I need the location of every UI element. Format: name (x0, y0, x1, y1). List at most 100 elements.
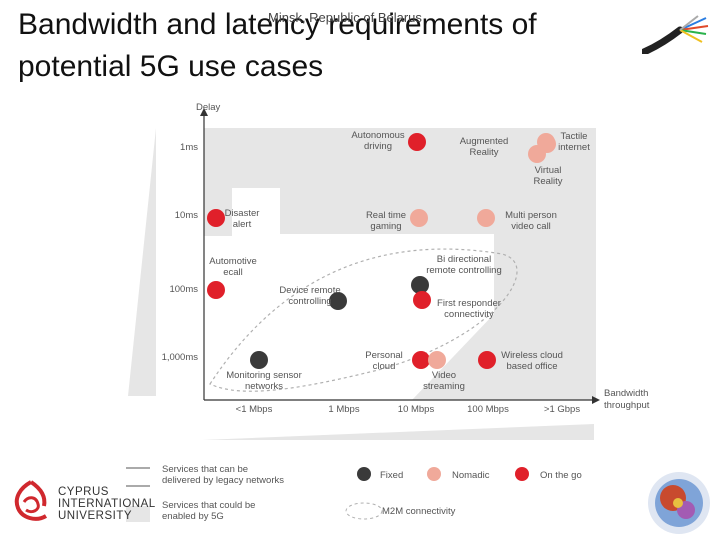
chart-panel: <1 Mbps 1 Mbps 10 Mbps 100 Mbps >1 Gbps 1ms 10… (82, 84, 664, 540)
point-marker (410, 209, 428, 227)
point-label-line: Personal (365, 350, 403, 361)
point-label-line: connectivity (444, 309, 494, 320)
point-marker (207, 281, 225, 299)
legend-m2m-label: M2M connectivity (382, 506, 456, 517)
legend-5g-label-line: Services that could be (162, 500, 255, 511)
point-marker (428, 351, 446, 369)
point-label-line: based office (506, 361, 557, 372)
legend-legacy-label-line: delivered by legacy networks (162, 475, 284, 486)
point-label-line: Automotive (209, 256, 257, 267)
point-label-line: driving (364, 141, 392, 152)
point-label-line: ecall (223, 267, 243, 278)
x-axis-label: throughput (604, 400, 650, 411)
point-label-line: Tactile (561, 131, 588, 142)
y-axis-arrow (200, 108, 208, 116)
point-label-line: First responder (437, 298, 501, 309)
bandwidth-wedge (202, 424, 594, 440)
legend-nomadic-marker (427, 467, 441, 481)
legend-fixed-label: Fixed (380, 470, 403, 481)
legend-nomadic-label: Nomadic (452, 470, 490, 481)
point-label-line: controlling (288, 296, 331, 307)
x-axis-label: Bandwidth (604, 388, 648, 399)
point-label-line: Autonomous (351, 130, 405, 141)
x-tick-label: >1 Gbps (544, 404, 580, 415)
point-label-line: Real time (366, 210, 406, 221)
point-marker (329, 292, 347, 310)
point-marker (250, 351, 268, 369)
x-tick-label: 100 Mbps (467, 404, 509, 415)
logo-line-1: CYPRUS (58, 486, 109, 498)
point-label-line: Device remote (279, 285, 340, 296)
point-marker (412, 351, 430, 369)
legend-m2m-marker (345, 502, 383, 520)
point-label-line: Reality (469, 147, 498, 158)
logo-line-3: UNIVERSITY (58, 510, 133, 522)
legend-fixed-marker (357, 467, 371, 481)
point-label-line: Bi directional (437, 254, 491, 265)
slide-title: Bandwidth and latency requirements of po… (18, 8, 537, 83)
x-tick-label: 10 Mbps (398, 404, 435, 415)
legend-legacy-label-line: Services that can be (162, 464, 248, 475)
point-label-line: Reality (533, 176, 562, 187)
point-marker (411, 276, 429, 294)
point-label-line: video call (511, 221, 551, 232)
legend-5g-label-line: enabled by 5G (162, 511, 224, 522)
x-tick-label: 1 Mbps (328, 404, 359, 415)
point-label-line: Video (432, 370, 456, 381)
flower-image (648, 472, 710, 534)
point-label-line: Wireless cloud (501, 350, 563, 361)
point-label-line: gaming (370, 221, 401, 232)
fiber-cable-icon (642, 15, 709, 54)
legacy-wedge (128, 128, 156, 396)
point-marker (413, 291, 431, 309)
point-label-line: networks (245, 381, 283, 392)
y-tick-label: 10ms (175, 210, 198, 221)
slide-subtitle: Minsk, Republic of Belarus (268, 10, 422, 25)
legacy-cutout (204, 188, 494, 400)
point-label-line: remote controlling (426, 265, 502, 276)
y-tick-label: 1ms (180, 142, 198, 153)
point-label-line: streaming (423, 381, 465, 392)
point-label-line: Multi person (505, 210, 557, 221)
m2m-ellipse (209, 248, 518, 392)
university-logo-icon (14, 480, 48, 521)
university-name: CYPRUS INTERNATIONAL UNIVERSITY (58, 486, 156, 522)
x-tick-label: <1 Mbps (236, 404, 273, 415)
point-marker (477, 209, 495, 227)
point-label-line: alert (233, 219, 252, 230)
point-marker (408, 133, 426, 151)
point-marker (478, 351, 496, 369)
point-label-line: internet (558, 142, 590, 153)
legend-onthego-marker (515, 467, 529, 481)
point-label-line: Disaster (225, 208, 260, 219)
